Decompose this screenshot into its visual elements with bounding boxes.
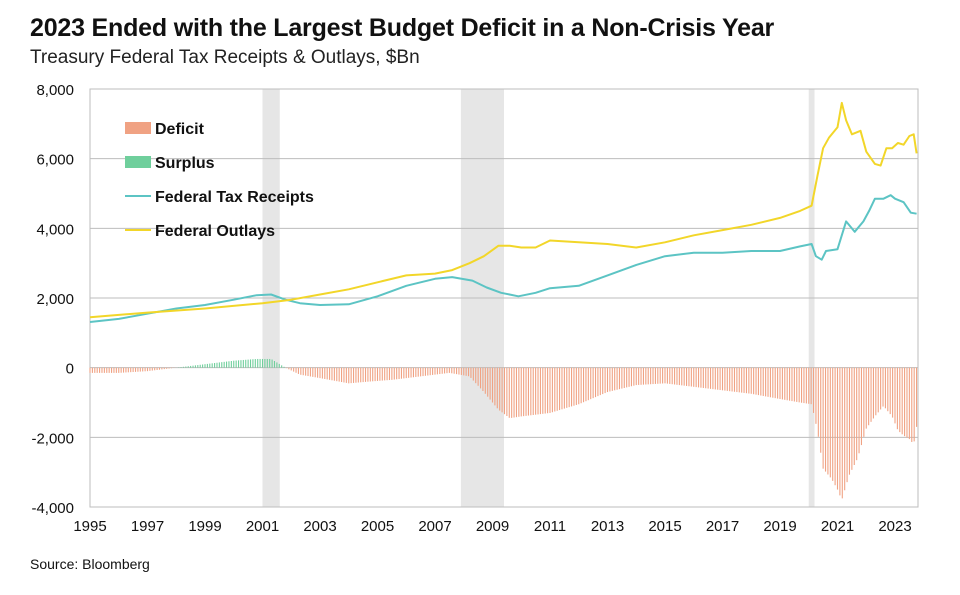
legend-swatch-surplus (125, 156, 151, 168)
outlays-line (89, 101, 918, 319)
x-tick-label: 2003 (303, 518, 336, 535)
legend-label: Federal Tax Receipts (155, 189, 314, 206)
deficit-surplus-bars (89, 358, 918, 499)
legend-label: Surplus (155, 155, 215, 172)
x-tick-label: 2011 (534, 518, 566, 535)
x-tick-label: 2015 (648, 518, 681, 535)
x-tick-label: 2007 (418, 518, 451, 535)
receipts-line (89, 194, 917, 323)
x-tick-label: 1995 (73, 518, 106, 535)
x-tick-label: 2001 (246, 518, 279, 535)
x-tick-label: 2009 (476, 518, 509, 535)
chart-title: 2023 Ended with the Largest Budget Defic… (30, 14, 775, 42)
x-tick-label: 1997 (131, 518, 164, 535)
x-tick-label: 2017 (706, 518, 739, 535)
legend: Deficit Surplus Federal Tax Receipts Federa… (125, 121, 314, 240)
x-tick-label: 2019 (763, 518, 796, 535)
y-tick-label: 6,000 (36, 152, 74, 169)
legend-swatch-deficit (125, 122, 151, 134)
legend-label: Federal Outlays (155, 223, 275, 240)
x-tick-label: 2021 (821, 518, 854, 535)
grid-lines (89, 88, 919, 508)
source-note: Source: Bloomberg (30, 556, 150, 572)
x-tick-label: 2013 (591, 518, 624, 535)
y-tick-label: -4,000 (31, 500, 74, 517)
series-lines (89, 101, 918, 323)
y-tick-label: 2,000 (36, 291, 74, 308)
y-tick-label: 0 (66, 361, 74, 378)
chart-subtitle: Treasury Federal Tax Receipts & Outlays,… (30, 47, 420, 68)
legend-label: Deficit (155, 121, 205, 138)
x-tick-label: 1999 (188, 518, 221, 535)
x-tick-label: 2005 (361, 518, 394, 535)
y-tick-label: 4,000 (36, 221, 74, 238)
y-tick-label: 8,000 (36, 82, 74, 99)
x-tick-label: 2023 (878, 518, 911, 535)
y-tick-label: -2,000 (31, 430, 74, 447)
